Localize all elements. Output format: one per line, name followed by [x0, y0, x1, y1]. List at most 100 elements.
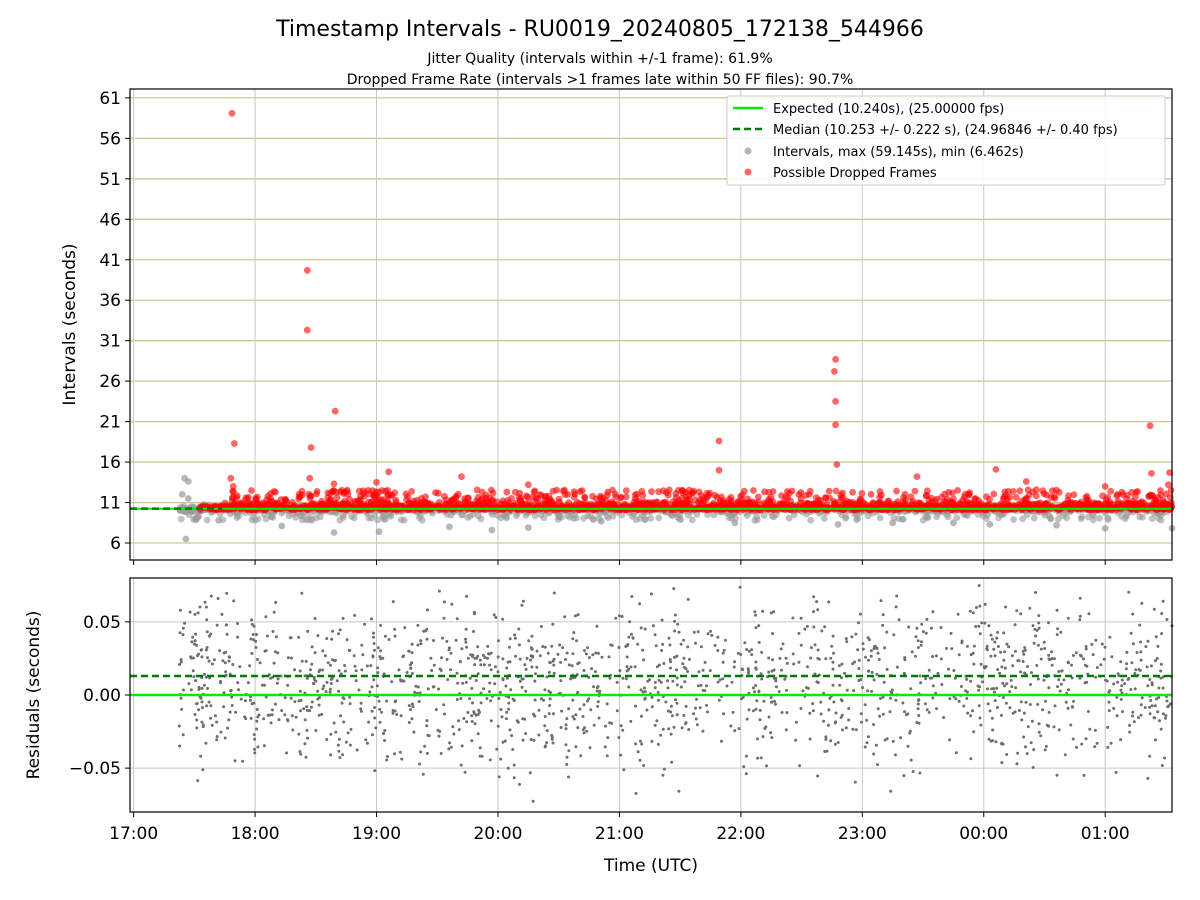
- dropped-frame-point: [740, 487, 748, 495]
- residual-point: [486, 656, 489, 660]
- residual-point: [218, 680, 222, 683]
- residual-point: [661, 642, 665, 646]
- dropped-frame-point: [272, 488, 279, 496]
- interval-point: [1077, 515, 1085, 523]
- residual-point: [1022, 652, 1026, 656]
- residual-point: [1039, 657, 1043, 661]
- residual-point: [627, 635, 631, 639]
- residual-point: [827, 600, 831, 604]
- residual-point: [273, 702, 277, 706]
- dropped-frame-point: [839, 494, 847, 502]
- residual-point: [595, 686, 599, 690]
- residual-point: [604, 724, 607, 728]
- residual-point: [222, 691, 226, 695]
- residual-point: [636, 750, 640, 754]
- dropped-frame-point: [975, 497, 982, 504]
- residual-point: [812, 625, 816, 629]
- residual-point: [692, 712, 695, 716]
- dropped-frame-point: [288, 499, 296, 506]
- dropped-frame-point: [325, 500, 333, 507]
- residual-point: [403, 626, 407, 630]
- dropped-frame-point: [1012, 493, 1020, 501]
- residual-point: [352, 654, 356, 658]
- residual-point: [209, 704, 213, 708]
- residual-point: [399, 714, 403, 718]
- dropped-frame-point: [711, 492, 719, 499]
- interval-point: [790, 511, 798, 519]
- residual-point: [996, 668, 1000, 671]
- dropped-frame-point: [997, 500, 1005, 508]
- interval-outlier-point: [278, 522, 286, 530]
- dropped-frame-point: [767, 494, 775, 501]
- dropped-frame-point: [990, 490, 998, 498]
- dropped-frame-point: [422, 493, 429, 501]
- residual-point: [870, 689, 874, 693]
- residual-point: [638, 758, 642, 762]
- residual-point: [824, 657, 828, 661]
- residual-point: [756, 756, 760, 760]
- interval-point: [753, 516, 761, 524]
- residual-point: [986, 687, 990, 691]
- dropped-frame-point: [648, 488, 655, 495]
- residual-point: [1026, 725, 1030, 729]
- dropped-frame-point: [530, 488, 538, 496]
- residual-point: [667, 636, 671, 640]
- residual-point: [1044, 744, 1048, 748]
- residual-point: [1090, 642, 1094, 646]
- dropped-frame-point: [1047, 493, 1055, 501]
- residual-point: [359, 709, 363, 713]
- residual-point: [995, 636, 999, 640]
- residual-point: [783, 677, 787, 681]
- dropped-frame-point: [432, 489, 439, 496]
- dropped-frame-point: [313, 488, 321, 495]
- residual-point: [322, 684, 326, 688]
- residual-point: [914, 654, 917, 658]
- residual-point: [827, 708, 831, 712]
- interval-point: [417, 512, 424, 519]
- dropped-frame-point: [606, 500, 614, 508]
- residual-point: [1139, 640, 1143, 644]
- residual-point: [507, 645, 511, 649]
- chart-title: Timestamp Intervals - RU0019_20240805_17…: [275, 17, 924, 42]
- intervals-y-tick-label: 56: [99, 129, 121, 149]
- residual-point: [1042, 678, 1046, 682]
- dropped-frame-point: [343, 486, 351, 494]
- residual-point: [488, 663, 491, 667]
- dropped-frame-point: [1134, 488, 1141, 495]
- residual-point: [425, 719, 429, 723]
- residual-point: [513, 633, 517, 637]
- residual-point: [177, 724, 181, 728]
- dropped-frame-point: [267, 497, 274, 505]
- dropped-frame-point: [545, 492, 553, 500]
- dropped-frame-point: [823, 500, 831, 508]
- residual-point: [349, 727, 353, 731]
- dropped-frame-point: [482, 494, 490, 502]
- residual-point: [298, 689, 302, 693]
- residual-point: [615, 709, 619, 713]
- residual-point: [1050, 657, 1054, 661]
- residual-point: [1042, 640, 1046, 644]
- residual-point: [218, 649, 222, 653]
- residual-point: [959, 685, 963, 688]
- residual-point: [1034, 634, 1038, 638]
- residual-point: [198, 605, 202, 609]
- residual-point: [664, 700, 668, 704]
- residual-point: [791, 652, 795, 656]
- residual-point: [274, 600, 278, 604]
- residual-point: [918, 771, 922, 775]
- dropped-frame-point: [938, 493, 945, 501]
- dropped-frame-point: [599, 497, 607, 505]
- interval-point: [642, 515, 649, 523]
- residual-point: [337, 669, 341, 673]
- dropped-frame-outlier-point: [330, 480, 338, 488]
- dropped-frame-outlier-point: [385, 468, 393, 476]
- residual-point: [650, 739, 654, 743]
- residual-point: [949, 631, 953, 635]
- dropped-frame-point: [966, 500, 973, 508]
- dropped-frame-point: [1166, 493, 1174, 501]
- residual-point: [459, 697, 463, 700]
- residual-point: [1148, 754, 1152, 758]
- dropped-frame-point: [281, 497, 289, 504]
- residual-point: [784, 656, 788, 660]
- residual-point: [991, 739, 994, 743]
